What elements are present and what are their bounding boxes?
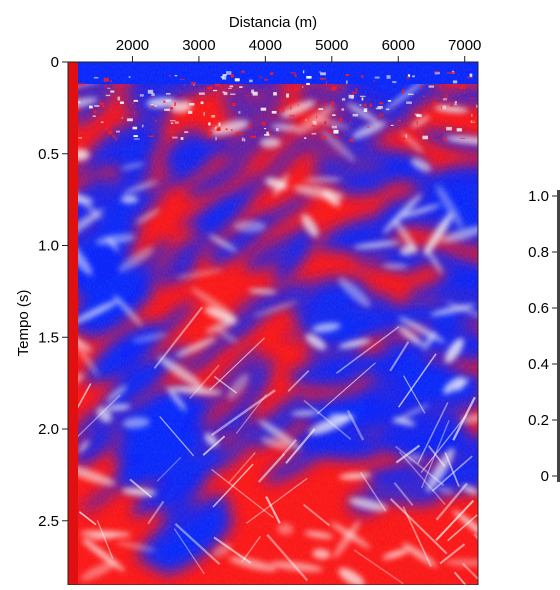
colorbar-tick-label: 1.0 — [528, 188, 549, 205]
y-tick-label: 2.0 — [38, 421, 59, 438]
texture-line — [476, 576, 478, 580]
colorbar: 1.0 0.8 0.6 0.4 0.2 0 — [528, 188, 560, 485]
x-tick-label: 3000 — [182, 37, 215, 54]
colorbar-tick-label: 0.4 — [528, 356, 549, 373]
colorbar-tick-label: 0.6 — [528, 300, 549, 317]
x-tick-label: 4000 — [249, 37, 282, 54]
colorbar-tick-label: 0.8 — [528, 244, 549, 261]
y-axis-label: Tempo (s) — [15, 290, 32, 357]
y-tick-label: 0 — [51, 54, 59, 71]
colorbar-tick-label: 0.2 — [528, 412, 549, 429]
left-edge-strip — [68, 62, 78, 585]
colorbar-tick-label: 0 — [541, 468, 549, 485]
colorbar-edge — [557, 190, 560, 482]
x-axis-top: Distancia (m) 2000 3000 4000 5000 6000 7000 — [116, 14, 481, 62]
x-tick-label: 5000 — [315, 37, 348, 54]
x-axis-label: Distancia (m) — [229, 14, 317, 31]
x-tick-label: 2000 — [116, 37, 149, 54]
y-tick-label: 0.5 — [38, 146, 59, 163]
y-tick-label: 1.5 — [38, 329, 59, 346]
y-tick-label: 2.5 — [38, 513, 59, 530]
x-tick-label: 7000 — [448, 37, 481, 54]
seismic-section-panel — [67, 61, 479, 586]
y-tick-label: 1.0 — [38, 238, 59, 255]
x-tick-label: 6000 — [382, 37, 415, 54]
y-axis-left: Tempo (s) 0 0.5 1.0 1.5 2.0 2.5 — [15, 54, 68, 530]
